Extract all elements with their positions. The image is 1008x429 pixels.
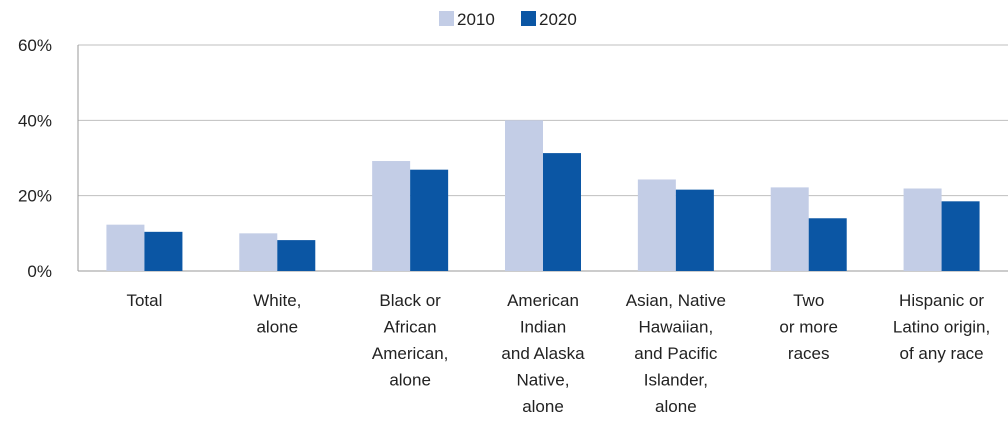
y-tick-label: 20% xyxy=(18,187,52,206)
category-label: Black or African American, alone xyxy=(372,291,449,390)
legend-swatch-2020 xyxy=(521,11,536,26)
legend-swatch-2010 xyxy=(439,11,454,26)
bar-2020-5 xyxy=(808,218,847,271)
y-tick-label: 60% xyxy=(18,36,52,55)
category-label: Hispanic or Latino origin, of any race xyxy=(893,291,990,363)
bar-2010-5 xyxy=(770,187,809,271)
bar-2020-4 xyxy=(675,189,714,271)
bar-2010-4 xyxy=(637,179,676,271)
category-label: Total xyxy=(126,291,162,310)
bar-2010-2 xyxy=(372,161,411,271)
category-label: Two or more races xyxy=(779,291,838,363)
category-label: American Indian and Alaska Native, alone xyxy=(501,291,585,416)
bar-2010-3 xyxy=(505,120,543,271)
bar-2020-3 xyxy=(543,153,581,271)
y-axis-ticks: 0% 20% 40% 60% xyxy=(18,36,52,281)
bar-2020-1 xyxy=(277,240,316,271)
bar-2020-2 xyxy=(410,169,449,271)
category-label: White, alone xyxy=(253,291,301,337)
y-tick-label: 40% xyxy=(18,111,52,130)
legend-label: 2010 xyxy=(457,10,495,29)
category-labels: Total White, alone Black or African American,… xyxy=(126,291,990,416)
bar-2010-0 xyxy=(106,224,145,271)
bar-2020-0 xyxy=(144,231,183,271)
bars xyxy=(106,120,980,271)
category-label: Asian, Native Hawaiian, and Pacific Islande… xyxy=(626,291,726,416)
bar-2010-1 xyxy=(239,233,278,271)
bar-2010-6 xyxy=(903,188,942,271)
legend: 2010 2020 xyxy=(439,10,577,29)
y-tick-label: 0% xyxy=(27,262,52,281)
legend-label: 2020 xyxy=(539,10,577,29)
bar-2020-6 xyxy=(941,201,980,271)
